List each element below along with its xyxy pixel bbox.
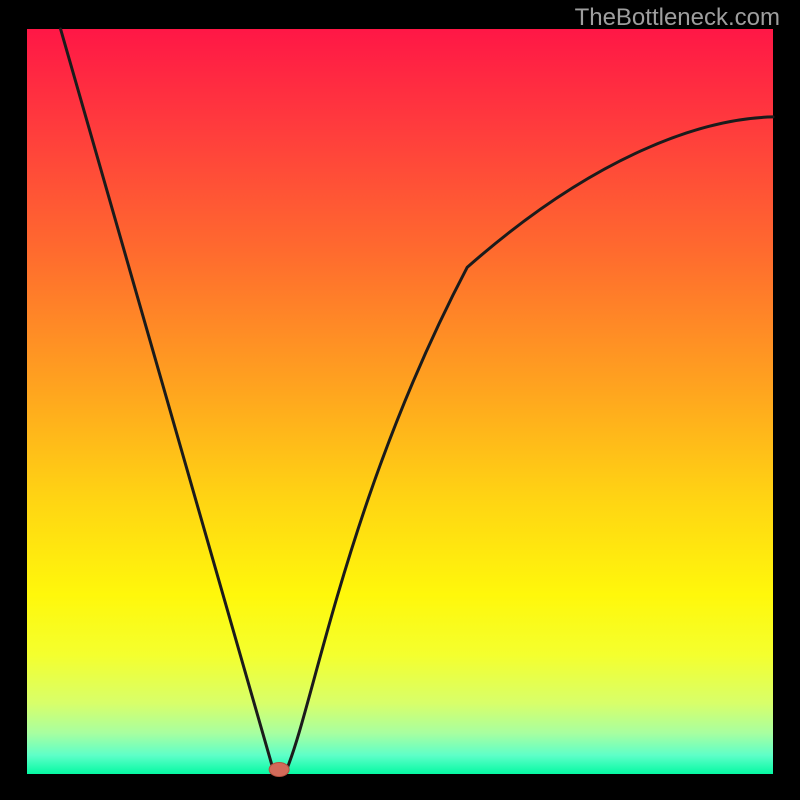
optimal-point-marker (269, 763, 289, 777)
watermark-text: TheBottleneck.com (575, 4, 780, 32)
